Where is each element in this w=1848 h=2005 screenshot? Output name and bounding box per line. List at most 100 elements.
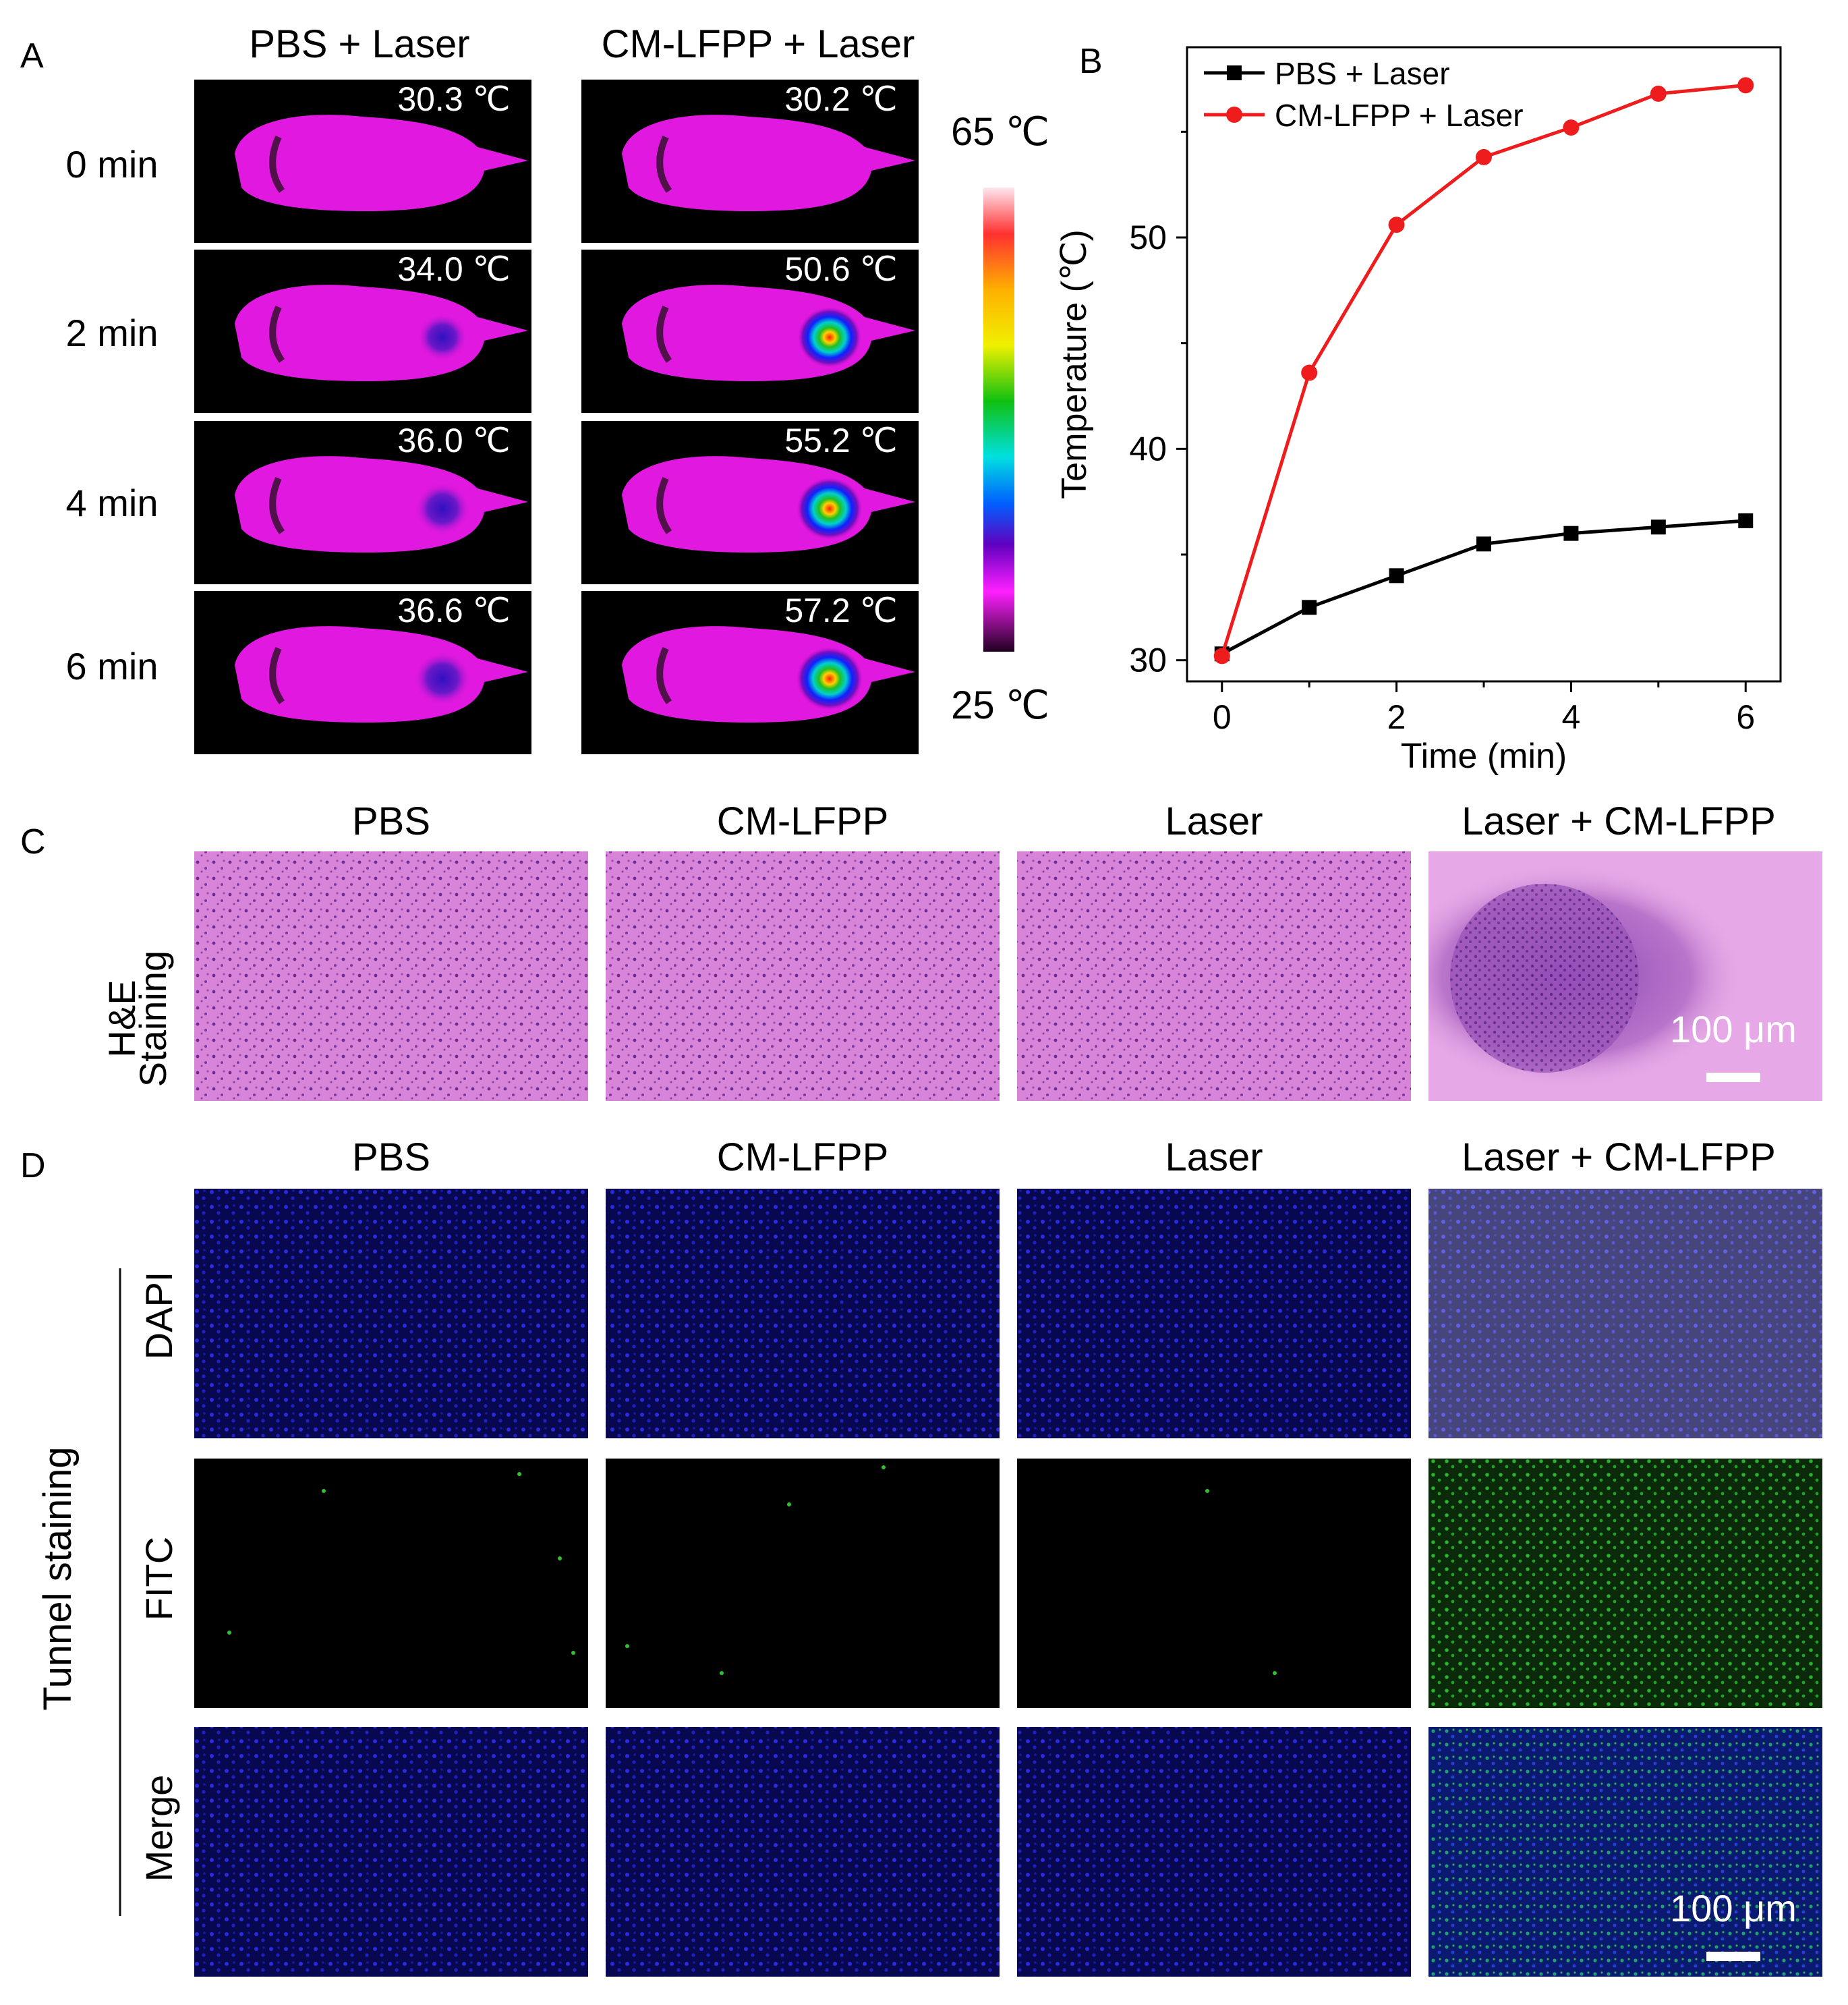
- series-line: [1220, 83, 1746, 657]
- thermal-image-cm-1: 50.6 ℃: [581, 250, 919, 413]
- thermal-image-cm-0: 30.2 ℃: [581, 80, 919, 243]
- mouse-ear: [269, 305, 285, 363]
- tumor-hotspot: [414, 652, 471, 706]
- he-scale-bar: [1706, 1073, 1760, 1082]
- data-point: [1388, 217, 1405, 233]
- data-point: [1737, 77, 1754, 94]
- thermal-image-pbs-2: 36.0 ℃: [194, 421, 531, 584]
- panel-letter-b: B: [1079, 42, 1103, 81]
- temperature-reading: 50.6 ℃: [784, 250, 897, 288]
- x-tick-label: 4: [1562, 698, 1581, 736]
- thermal-image-cm-2: 55.2 ℃: [581, 421, 919, 584]
- mouse-ear: [269, 646, 285, 704]
- series-pbs-laser: [1214, 513, 1754, 662]
- tunel-col-title-cm-lfpp: CM-LFPP: [717, 1135, 889, 1179]
- legend: PBS + Laser CM-LFPP + Laser: [1204, 56, 1524, 133]
- tumor-hotspot: [796, 647, 863, 710]
- temperature-reading: 57.2 ℃: [784, 592, 897, 629]
- x-tick-label: 0: [1213, 698, 1232, 736]
- dapi-image-laser: [1017, 1189, 1411, 1438]
- col-title-cm-lfpp-laser: CM-LFPP + Laser: [602, 22, 915, 66]
- x-axis-label: Time (min): [1401, 737, 1567, 776]
- thermal-image-pbs-3: 36.6 ℃: [194, 591, 531, 754]
- legend-marker: [1226, 107, 1242, 123]
- tumor-hotspot: [417, 314, 467, 361]
- tunel-col-title-laser-cm-lfpp: Laser + CM-LFPP: [1462, 1135, 1776, 1179]
- he-col-title-laser: Laser: [1165, 799, 1263, 843]
- row-label-0min: 0 min: [66, 143, 158, 186]
- mouse-ear: [269, 135, 285, 193]
- he-col-title-pbs: PBS: [352, 799, 430, 843]
- fitc-image-pbs: [194, 1459, 588, 1708]
- temperature-reading: 36.0 ℃: [397, 422, 510, 459]
- mouse-body: [235, 115, 528, 211]
- col-title-pbs-laser: PBS + Laser: [249, 22, 469, 66]
- tumor-hotspot: [415, 483, 469, 534]
- data-point: [1301, 364, 1318, 381]
- data-point: [1563, 526, 1579, 541]
- thermal-image-pbs-1: 34.0 ℃: [194, 250, 531, 413]
- panel-a: A PBS + Laser CM-LFPP + Laser 0 min 2 mi…: [20, 22, 1049, 754]
- he-row-label-line1: H&E: [100, 980, 143, 1057]
- panel-d: D PBS CM-LFPP Laser Laser + CM-LFPP Tunn…: [20, 1135, 1822, 1977]
- mouse-ear: [269, 476, 285, 534]
- x-tick-label: 6: [1736, 698, 1755, 736]
- panel-c: C PBS CM-LFPP Laser Laser + CM-LFPP H&E …: [20, 799, 1822, 1101]
- mouse-ear: [656, 305, 672, 363]
- panel-letter-d: D: [20, 1146, 46, 1185]
- dapi-image-cm-lfpp: [606, 1189, 1000, 1438]
- temperature-reading: 30.3 ℃: [397, 80, 510, 118]
- he-col-title-laser-cm-lfpp: Laser + CM-LFPP: [1462, 799, 1776, 843]
- data-point: [1213, 648, 1230, 665]
- legend-label: CM-LFPP + Laser: [1275, 98, 1524, 133]
- series-cm-lfpp-laser: [1213, 77, 1754, 665]
- fitc-image-laser-cm-lfpp: [1428, 1459, 1822, 1708]
- colorbar-min-label: 25 ℃: [951, 683, 1049, 727]
- tumor-hotspot: [797, 477, 863, 540]
- tunel-col-title-pbs: PBS: [352, 1135, 430, 1179]
- fitc-sparse-signal-dots: [227, 1465, 1277, 1675]
- legend-label: PBS + Laser: [1275, 56, 1450, 91]
- mouse-ear: [656, 135, 672, 193]
- data-point: [1476, 536, 1491, 552]
- temperature-reading: 55.2 ℃: [784, 422, 897, 459]
- fitc-image-cm-lfpp: [606, 1459, 1000, 1708]
- y-tick-label: 40: [1129, 430, 1167, 468]
- panel-letter-c: C: [20, 822, 46, 862]
- fitc-image-laser: [1017, 1459, 1411, 1708]
- tunel-row-label-dapi: DAPI: [138, 1272, 180, 1360]
- data-point: [1738, 513, 1754, 528]
- plot-frame: [1186, 46, 1782, 683]
- merge-image-pbs: [194, 1727, 588, 1977]
- colorbar: [983, 188, 1014, 652]
- tumor-hotspot: [797, 307, 862, 368]
- row-label-4min: 4 min: [66, 482, 158, 524]
- he-dense-cell-cluster: [1450, 884, 1639, 1073]
- thermal-image-grid: 30.3 ℃ 34.0 ℃ 36.0 ℃ 36.6 ℃ 30.2 ℃ 50.6 ℃ 55.2…: [194, 80, 919, 754]
- he-image-cm-lfpp: [606, 851, 1000, 1101]
- temperature-reading: 34.0 ℃: [397, 250, 510, 288]
- x-tick-label: 2: [1387, 698, 1406, 736]
- dapi-image-laser-cm-lfpp: [1428, 1189, 1822, 1438]
- panel-letter-a: A: [20, 36, 44, 76]
- row-label-2min: 2 min: [66, 312, 158, 354]
- data-point: [1650, 85, 1667, 102]
- he-scale-label: 100 μm: [1670, 1008, 1797, 1050]
- data-point: [1302, 600, 1317, 615]
- temperature-reading: 36.6 ℃: [397, 592, 510, 629]
- merge-image-laser: [1017, 1727, 1411, 1977]
- data-point: [1476, 148, 1492, 165]
- mouse-ear: [656, 646, 672, 704]
- he-image-pbs: [194, 851, 588, 1101]
- row-label-6min: 6 min: [66, 645, 158, 687]
- tunel-group-label: Tunnel staining: [36, 1446, 80, 1710]
- data-point: [1563, 119, 1580, 136]
- panel-b: B 0 2 4 6 30 40 50 Time (min) Temperature (℃) PBS…: [1055, 42, 1782, 776]
- he-col-title-cm-lfpp: CM-LFPP: [717, 799, 889, 843]
- merge-image-laser-cm-lfpp: [1428, 1727, 1822, 1977]
- thermal-image-pbs-0: 30.3 ℃: [194, 80, 531, 243]
- y-tick-label: 50: [1129, 219, 1167, 256]
- merge-image-cm-lfpp: [606, 1727, 1000, 1977]
- dapi-image-pbs: [194, 1189, 588, 1438]
